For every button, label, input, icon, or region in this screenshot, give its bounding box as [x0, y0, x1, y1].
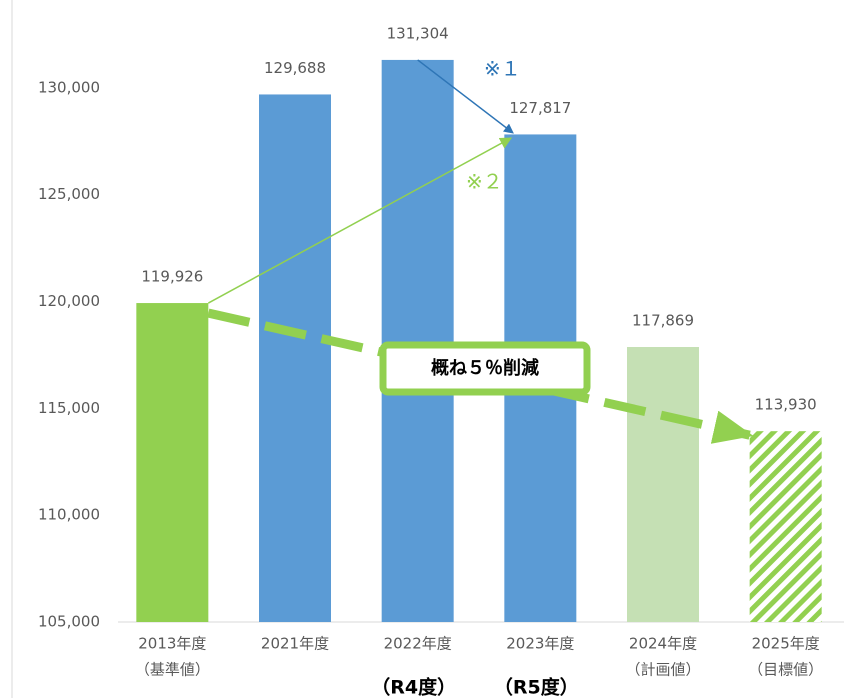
- arrow-note2: [207, 137, 513, 304]
- x-tick-label: 2023年度: [506, 635, 574, 653]
- y-tick-label: 120,000: [38, 292, 100, 310]
- value-label: 117,869: [632, 312, 694, 330]
- arrow-note1: [417, 59, 514, 134]
- bar: [136, 303, 209, 622]
- reduction-label: 概ね５％削減: [431, 357, 539, 379]
- fiscal-note: （R5度）: [494, 676, 579, 698]
- arrow-reduction: [207, 308, 754, 444]
- note1: ※１: [484, 57, 521, 81]
- x-tick-label: 2022年度: [384, 635, 452, 653]
- x-tick-note: （計画値）: [625, 661, 700, 679]
- note2: ※２: [466, 170, 503, 194]
- value-label: 119,926: [141, 268, 203, 286]
- y-tick-label: 115,000: [38, 399, 100, 417]
- bar: [749, 431, 822, 622]
- x-tick-note: （目標値）: [748, 661, 823, 679]
- reduction-box: [379, 341, 591, 396]
- x-tick-label: 2025年度: [752, 635, 820, 653]
- x-tick-label: 2021年度: [261, 635, 329, 653]
- bar: [381, 59, 454, 623]
- value-label: 129,688: [264, 59, 326, 77]
- value-label: 127,817: [509, 99, 571, 117]
- fiscal-note: （R4度）: [371, 676, 456, 698]
- value-label: 131,304: [387, 24, 449, 42]
- x-tick-label: 2024年度: [629, 635, 697, 653]
- bar: [627, 347, 699, 622]
- y-tick-label: 125,000: [38, 185, 100, 203]
- value-label: 113,930: [755, 396, 817, 414]
- bar: [259, 94, 331, 622]
- y-tick-label: 110,000: [38, 506, 100, 524]
- y-tick-label: 130,000: [38, 78, 100, 96]
- x-tick-label: 2013年度: [138, 635, 206, 653]
- y-tick-label: 105,000: [38, 613, 100, 631]
- x-tick-note: （基準値）: [135, 661, 210, 679]
